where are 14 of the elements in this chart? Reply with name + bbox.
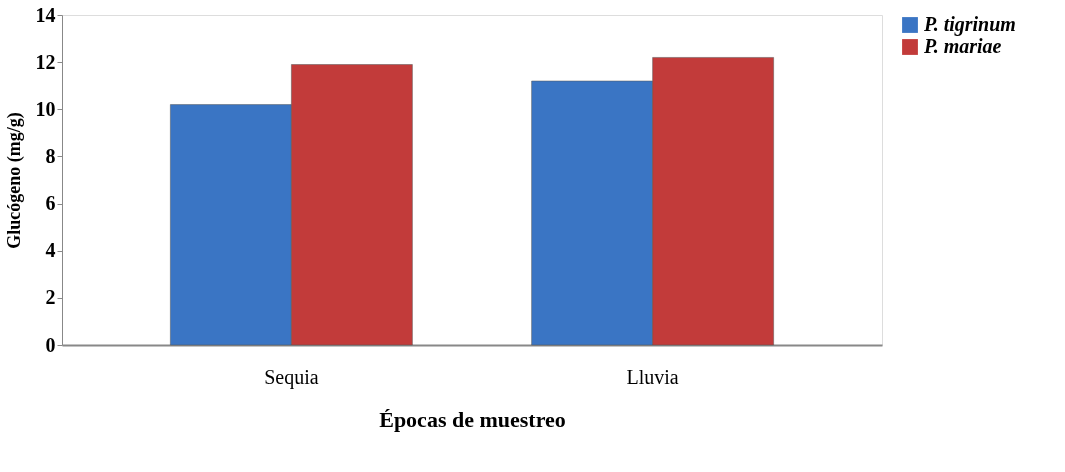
y-tick-label: 12 — [35, 50, 56, 73]
y-tick-label: 14 — [35, 3, 56, 26]
x-tick-label: Sequia — [264, 365, 319, 389]
x-tick-label: Lluvia — [626, 365, 679, 388]
y-tick-label: 2 — [45, 286, 56, 309]
legend-label: P. tigrinum — [923, 13, 1016, 36]
y-axis-title: Glucógeno (mg/g) — [3, 112, 25, 249]
x-axis-title: Épocas de muestreo — [379, 406, 566, 432]
y-tick-label: 0 — [45, 333, 56, 356]
y-tick-label: 8 — [45, 144, 56, 167]
legend-label: P. mariae — [923, 35, 1002, 57]
y-tick-label: 4 — [45, 239, 56, 262]
y-tick-label: 10 — [35, 97, 56, 120]
y-tick-label: 6 — [45, 192, 56, 215]
